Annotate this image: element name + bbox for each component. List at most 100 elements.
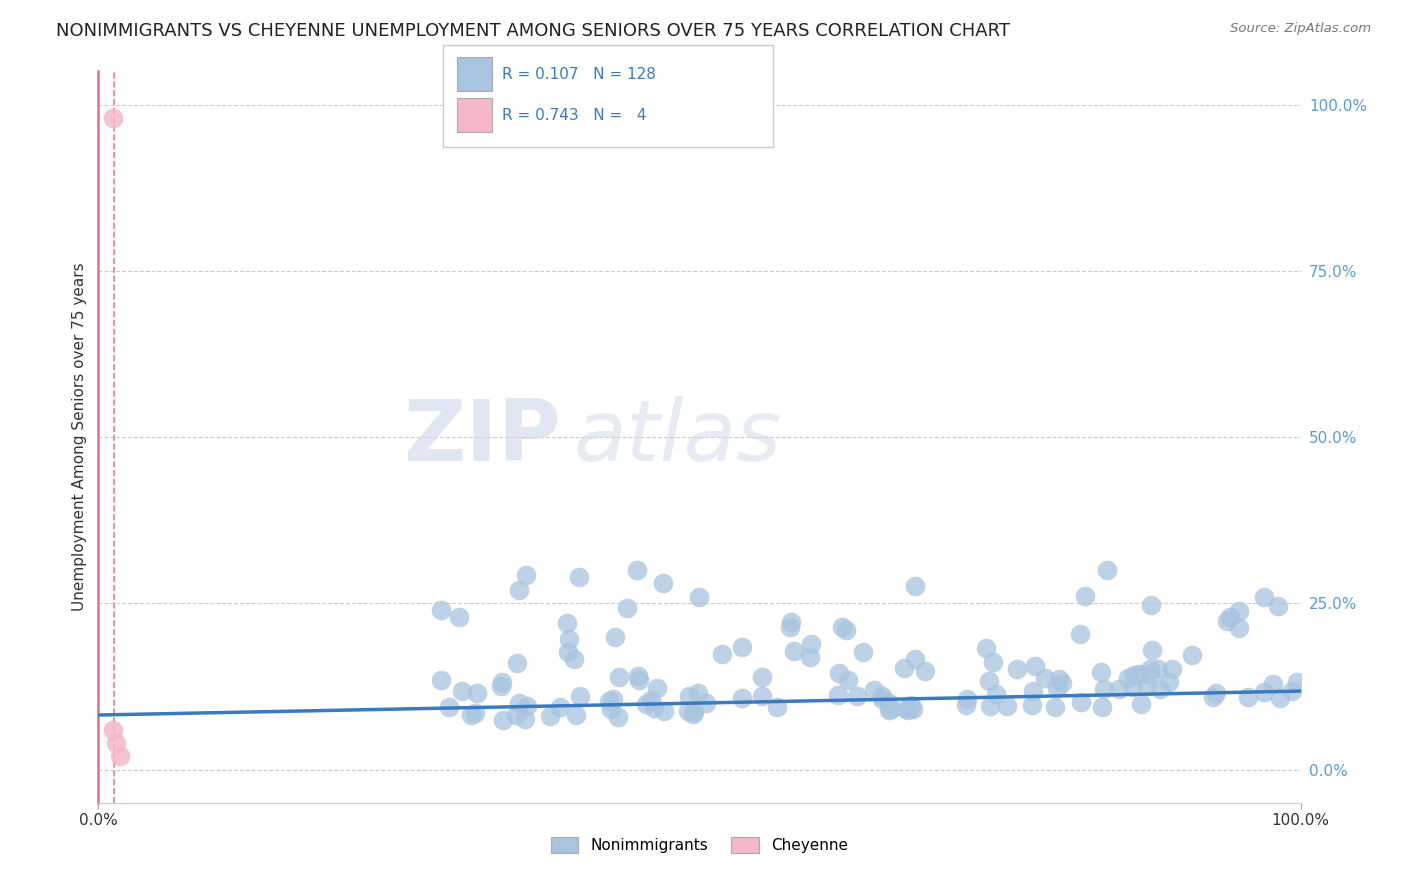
Point — [682, 705, 704, 719]
Point — [1146, 662, 1168, 676]
Point — [492, 713, 515, 727]
Point — [870, 689, 893, 703]
Point — [1047, 673, 1070, 687]
Point — [799, 650, 821, 665]
Point — [1122, 680, 1144, 694]
Point — [513, 712, 536, 726]
Point — [557, 645, 579, 659]
Point — [682, 706, 704, 721]
Point — [863, 682, 886, 697]
Point — [640, 693, 662, 707]
Point — [827, 666, 849, 681]
Point — [731, 640, 754, 655]
Point — [516, 698, 538, 713]
Point — [430, 602, 453, 616]
Point — [870, 691, 893, 706]
Point — [904, 652, 927, 666]
Point — [837, 673, 859, 688]
Text: ZIP: ZIP — [404, 395, 561, 479]
Point — [879, 703, 901, 717]
Point — [1035, 671, 1057, 685]
Point — [1227, 604, 1250, 618]
Point — [1095, 563, 1118, 577]
Text: R = 0.107   N = 128: R = 0.107 N = 128 — [502, 67, 655, 81]
Point — [1090, 665, 1112, 679]
Point — [880, 702, 903, 716]
Point — [1130, 697, 1153, 711]
Point — [1270, 691, 1292, 706]
Point — [1069, 627, 1091, 641]
Point — [1149, 682, 1171, 697]
Point — [984, 687, 1007, 701]
Point — [897, 703, 920, 717]
Point — [467, 686, 489, 700]
Point — [974, 640, 997, 655]
Point — [1123, 668, 1146, 682]
Point — [877, 697, 900, 711]
Point — [1202, 690, 1225, 704]
Point — [105, 736, 128, 750]
Point — [1281, 684, 1303, 698]
Point — [831, 620, 853, 634]
Point — [956, 692, 979, 706]
Text: NONIMMIGRANTS VS CHEYENNE UNEMPLOYMENT AMONG SENIORS OVER 75 YEARS CORRELATION C: NONIMMIGRANTS VS CHEYENNE UNEMPLOYMENT A… — [56, 22, 1011, 40]
Point — [676, 705, 699, 719]
Point — [437, 700, 460, 714]
Point — [108, 749, 131, 764]
Point — [766, 699, 789, 714]
Point — [827, 688, 849, 702]
Point — [548, 699, 571, 714]
Point — [1116, 671, 1139, 685]
Point — [1005, 662, 1028, 676]
Point — [1139, 667, 1161, 681]
Point — [711, 647, 734, 661]
Point — [460, 708, 482, 723]
Point — [800, 637, 823, 651]
Point — [731, 691, 754, 706]
Point — [1285, 675, 1308, 690]
Point — [1139, 598, 1161, 612]
Point — [979, 698, 1001, 713]
Point — [565, 707, 588, 722]
Point — [464, 706, 486, 721]
Point — [627, 673, 650, 687]
Point — [607, 670, 630, 684]
Point — [1219, 610, 1241, 624]
Point — [893, 661, 915, 675]
Point — [981, 655, 1004, 669]
Point — [568, 570, 591, 584]
Point — [1267, 599, 1289, 613]
Point — [607, 710, 630, 724]
Point — [101, 111, 124, 125]
Point — [505, 707, 527, 722]
Point — [688, 590, 710, 604]
Point — [1050, 676, 1073, 690]
Point — [515, 567, 537, 582]
Point — [995, 698, 1018, 713]
Point — [569, 689, 592, 703]
Point — [1046, 681, 1069, 695]
Point — [1261, 677, 1284, 691]
Point — [1253, 685, 1275, 699]
Point — [896, 701, 918, 715]
Point — [508, 696, 530, 710]
Point — [645, 681, 668, 695]
Text: R = 0.743   N =   4: R = 0.743 N = 4 — [502, 108, 647, 122]
Point — [1090, 699, 1112, 714]
Legend: Nonimmigrants, Cheyenne: Nonimmigrants, Cheyenne — [543, 830, 856, 861]
Point — [562, 652, 585, 666]
Point — [558, 632, 581, 646]
Point — [652, 576, 675, 591]
Point — [1216, 614, 1239, 628]
Point — [447, 609, 470, 624]
Point — [1092, 682, 1115, 697]
Point — [538, 709, 561, 723]
Point — [1237, 690, 1260, 705]
Point — [491, 679, 513, 693]
Point — [688, 686, 710, 700]
Point — [835, 623, 858, 637]
Point — [555, 616, 578, 631]
Point — [598, 694, 620, 708]
Point — [1074, 590, 1097, 604]
Point — [1227, 621, 1250, 635]
